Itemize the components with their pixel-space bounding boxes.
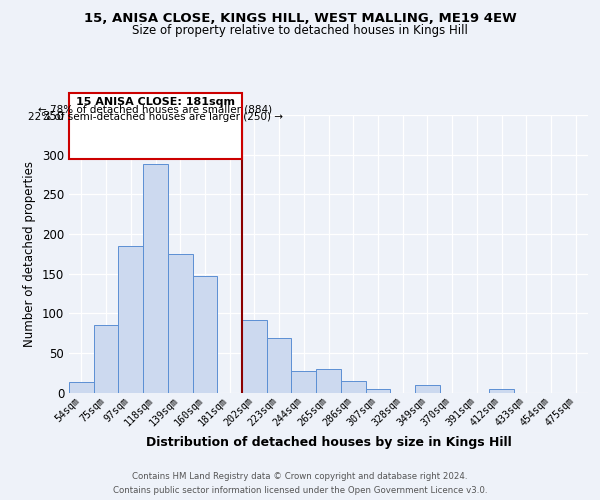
Bar (489, 388, 514, 392)
Text: Size of property relative to detached houses in Kings Hill: Size of property relative to detached ho… (132, 24, 468, 37)
Bar (69, 382, 94, 392)
Bar (292, 371, 316, 392)
Bar (193, 276, 217, 392)
Y-axis label: Number of detached properties: Number of detached properties (23, 161, 37, 347)
Text: ← 78% of detached houses are smaller (884): ← 78% of detached houses are smaller (88… (38, 104, 272, 115)
Bar (168, 254, 193, 392)
Bar (267, 338, 292, 392)
Bar (94, 325, 118, 392)
Bar (415, 386, 440, 392)
Bar (118, 246, 143, 392)
Bar (316, 368, 341, 392)
Text: 22% of semi-detached houses are larger (250) →: 22% of semi-detached houses are larger (… (28, 112, 283, 122)
FancyBboxPatch shape (69, 93, 242, 158)
Text: Contains HM Land Registry data © Crown copyright and database right 2024.: Contains HM Land Registry data © Crown c… (132, 472, 468, 481)
Bar (242, 320, 267, 392)
Bar (143, 164, 168, 392)
Text: Contains public sector information licensed under the Open Government Licence v3: Contains public sector information licen… (113, 486, 487, 495)
Bar (365, 388, 390, 392)
Text: 15, ANISA CLOSE, KINGS HILL, WEST MALLING, ME19 4EW: 15, ANISA CLOSE, KINGS HILL, WEST MALLIN… (83, 12, 517, 26)
X-axis label: Distribution of detached houses by size in Kings Hill: Distribution of detached houses by size … (146, 436, 511, 449)
Text: 15 ANISA CLOSE: 181sqm: 15 ANISA CLOSE: 181sqm (76, 97, 235, 107)
Bar (341, 382, 365, 392)
